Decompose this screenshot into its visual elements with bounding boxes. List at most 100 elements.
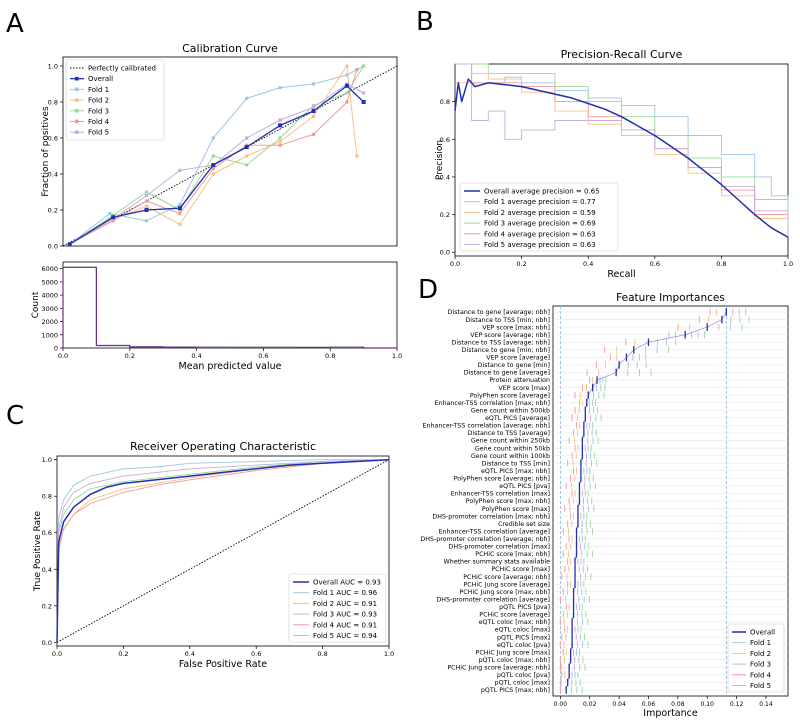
- calibration-series-fold-5: [69, 83, 364, 245]
- roc-series-overall: [56, 458, 390, 643]
- histogram-ytick-label: 5000: [41, 278, 58, 286]
- calibration-point: [144, 204, 149, 208]
- pr-title: Precision-Recall Curve: [561, 48, 683, 61]
- feature-label: Enhancer-TSS correlation [max]: [451, 491, 550, 498]
- calibration-point: [311, 132, 316, 136]
- calibration-point: [355, 68, 359, 72]
- feature-label: eQTL PICS [average]: [485, 415, 550, 422]
- histogram-ylabel: Count: [31, 291, 41, 318]
- roc-legend-label: Fold 1 AUC = 0.96: [313, 589, 378, 597]
- calibration-point: [144, 190, 149, 194]
- calibration-point: [211, 154, 215, 158]
- roc-ytick-label: 0.4: [42, 566, 52, 574]
- feature-label: PolyPhen score [average]: [470, 392, 550, 399]
- calibration-point: [345, 64, 349, 68]
- calibration-point: [245, 136, 249, 140]
- calibration-point: [362, 64, 366, 68]
- pr-ytick-label: 0.6: [440, 136, 450, 144]
- histogram-xtick-label: 0.8: [325, 352, 335, 360]
- pr-frame: [454, 63, 789, 257]
- calibration-point: [245, 96, 249, 100]
- pr-legend-label: Fold 2 average precision = 0.59: [484, 209, 596, 217]
- feature-label: Gene count within 50kb: [475, 445, 550, 452]
- calibration-legend-label: Fold 2: [88, 97, 109, 105]
- feature-label: Distance to gene [average; nbh]: [448, 309, 550, 316]
- roc-legend-label: Fold 2 AUC = 0.91: [313, 600, 377, 608]
- calibration-ytick-label: 0.0: [48, 243, 58, 251]
- calibration-legend-marker: [75, 87, 79, 92]
- calibration-point: [361, 100, 366, 104]
- histogram-xtick-label: 0.4: [191, 352, 201, 360]
- calibration-ytick-label: 0.6: [48, 135, 58, 143]
- calibration-legend-marker: [75, 119, 79, 124]
- roc-xtick-label: 0.4: [185, 650, 195, 658]
- pr-xtick-label: 1.0: [783, 260, 793, 268]
- calibration-point: [311, 114, 316, 118]
- feature-label: PCHiC score [average; nbh]: [463, 574, 550, 581]
- pr-ylabel: Precision: [435, 140, 445, 180]
- pr-xtick-label: 0.2: [516, 260, 526, 268]
- pr-xtick-label: 0.8: [716, 260, 726, 268]
- pr-legend-label: Fold 1 average precision = 0.77: [484, 198, 596, 206]
- calibration-point: [311, 109, 316, 113]
- roc-legend-label: Fold 3 AUC = 0.93: [313, 611, 377, 619]
- calibration-point: [278, 118, 282, 122]
- calibration-legend-label: Perfectly calibrated: [88, 65, 156, 73]
- calibration-point: [345, 91, 349, 95]
- feature-label: Protein attenuation: [489, 377, 550, 384]
- roc-series-fold-5: [56, 459, 390, 643]
- pr-series-fold-5: [455, 63, 789, 238]
- histogram-step: [62, 266, 397, 349]
- calibration-point: [311, 104, 316, 108]
- calibration-point: [108, 212, 112, 216]
- pr-ytick-label: 0.4: [440, 173, 450, 181]
- importance-legend-label: Fold 3: [750, 661, 771, 669]
- pr-xtick-label: 0.4: [583, 260, 593, 268]
- roc-ytick-label: 1.0: [42, 456, 52, 464]
- feature-label: Distance to TSS [average; nbh]: [452, 339, 551, 346]
- feature-label: pQTL PICS [max]: [497, 634, 550, 641]
- roc-chart: Receiver Operating Characteristic 0.0 0.2 0…: [33, 440, 394, 670]
- feature-label: Distance to gene [min]: [478, 362, 550, 369]
- feature-label: DHS-promoter correlation [max]: [449, 544, 551, 551]
- pr-legend: [459, 182, 619, 252]
- roc-ytick-label: 0.2: [42, 602, 52, 610]
- pr-legend-label: Fold 5 average precision = 0.63: [484, 241, 596, 249]
- histogram-xtick-label: 0.0: [58, 352, 68, 360]
- feature-label: Gene count within 100kb: [471, 453, 550, 460]
- feature-label: VEP score [average; nbh]: [470, 332, 550, 339]
- histogram-xtick-label: 0.2: [125, 352, 135, 360]
- feature-label: pQTL coloc [max; nbh]: [479, 657, 550, 664]
- feature-label: PolyPhen score [max; nbh]: [466, 498, 550, 505]
- histogram-ytick-label: 2000: [41, 318, 58, 326]
- roc-xtick-label: 0.6: [251, 650, 261, 658]
- pr-series-overall: [454, 78, 789, 238]
- feature-label: PCHiC Jung score [average; nbh]: [447, 665, 550, 672]
- calibration-point: [178, 212, 182, 216]
- calibration-point: [345, 73, 349, 77]
- feature-label: pQTL PICS [pva]: [499, 604, 550, 611]
- histogram-step: [62, 266, 397, 349]
- calibration-point: [211, 172, 215, 176]
- calibration-legend-marker: [75, 98, 79, 102]
- histogram-xtick-label: 0.6: [258, 352, 268, 360]
- histogram-ytick-label: 3000: [41, 305, 58, 313]
- feature-label: DHS-promoter correlation [average]: [436, 596, 550, 603]
- roc-xtick-label: 0.0: [52, 650, 62, 658]
- roc-ylabel: True Positive Rate: [33, 510, 43, 592]
- calibration-legend-marker: [75, 109, 79, 113]
- panel-letter-c: C: [6, 401, 24, 431]
- calibration-legend-label: Fold 3: [88, 107, 109, 115]
- calibration-point: [278, 123, 283, 128]
- histogram-step: [62, 266, 397, 349]
- calibration-point: [355, 154, 359, 158]
- calibration-point: [144, 219, 149, 223]
- pr-xtick-label: 0.0: [450, 260, 460, 268]
- importance-legend-label: Overall: [750, 629, 775, 637]
- feature-label: Distance to gene [min; nbh]: [462, 347, 551, 354]
- calibration-point: [111, 215, 116, 220]
- feature-label: PCHiC Jung score [max; nbh]: [459, 589, 550, 596]
- feature-label: Enhancer-TSS correlation [average; nbh]: [423, 423, 550, 430]
- calibration-point: [278, 86, 282, 90]
- feature-label: PCHiC score [max; nbh]: [475, 551, 550, 558]
